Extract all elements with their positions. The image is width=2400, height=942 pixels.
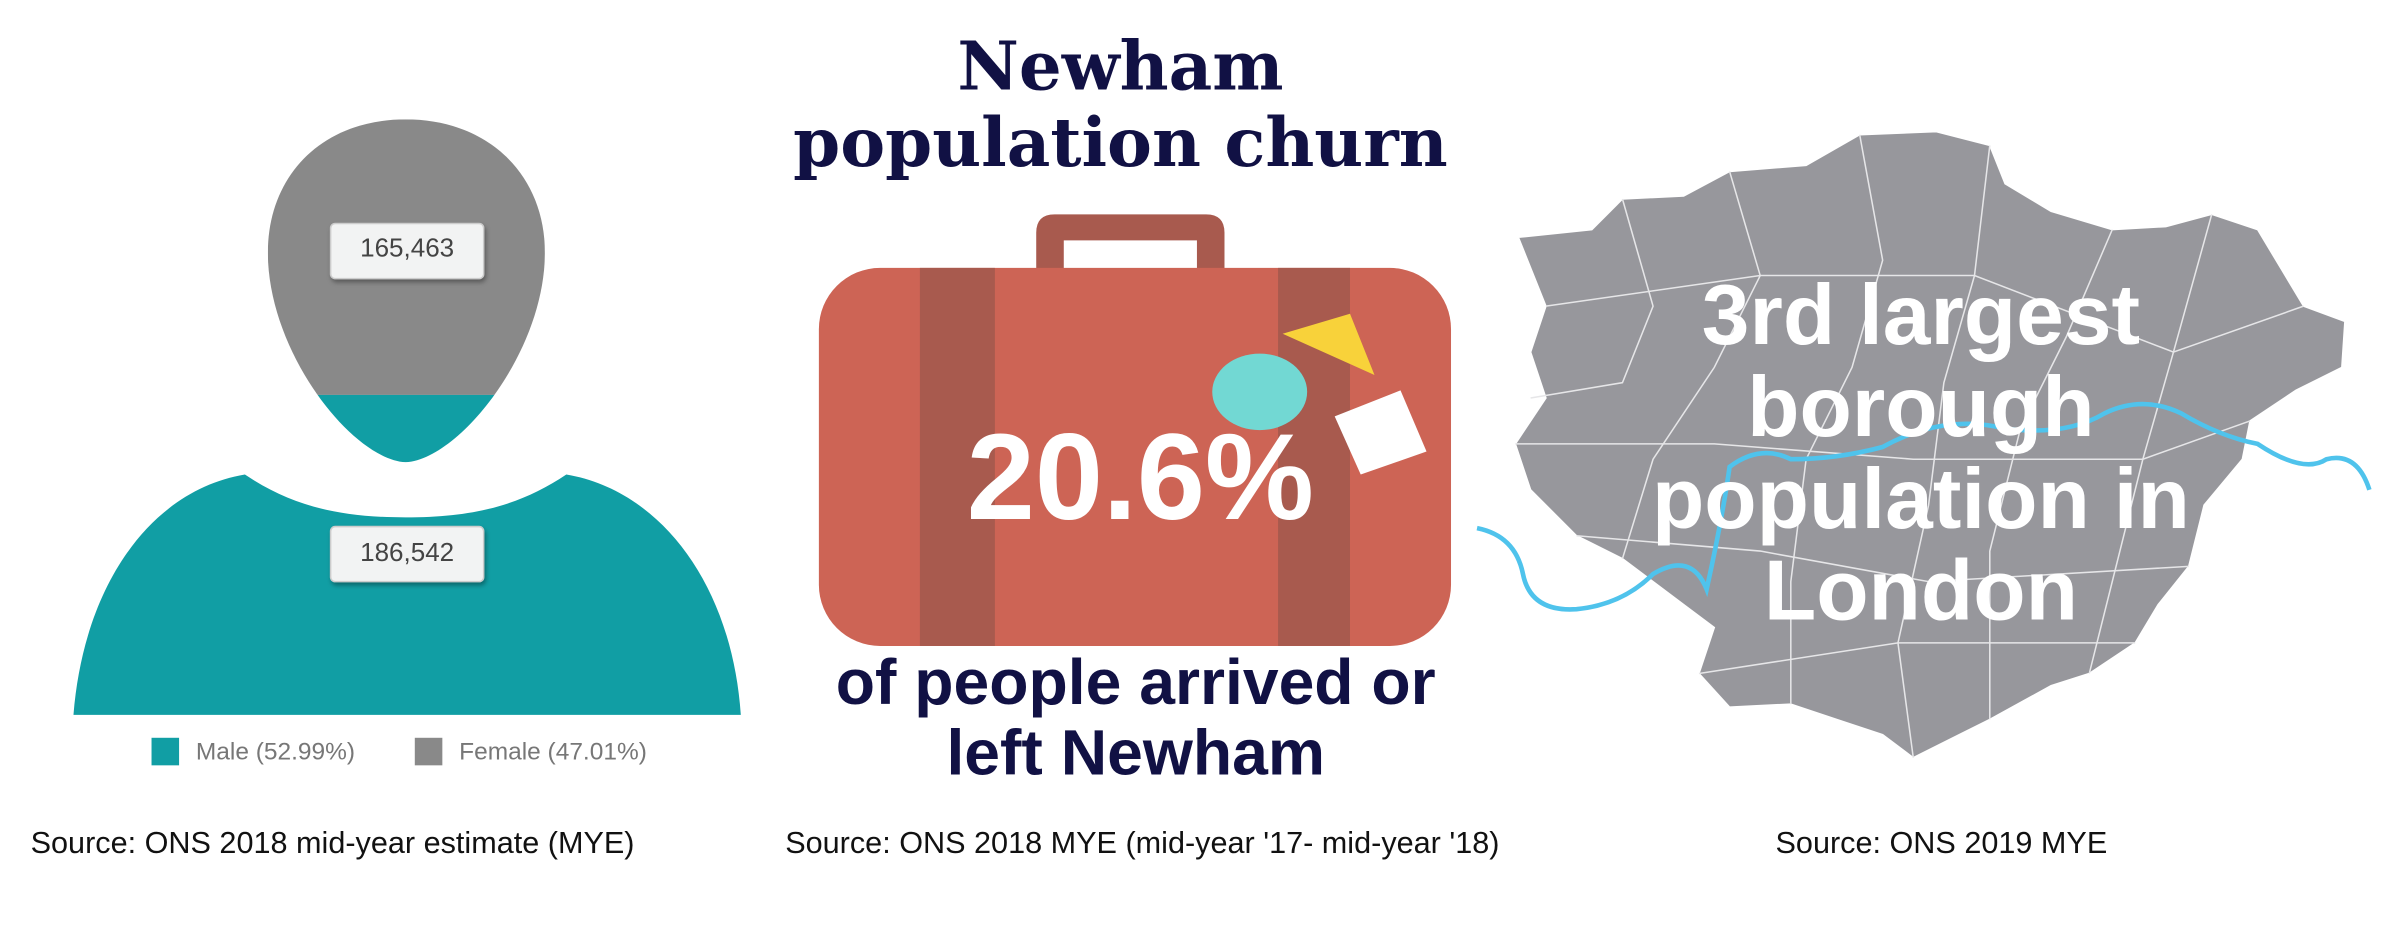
legend-label: Female (47.01%) [459, 739, 647, 766]
caption: left Newham [946, 717, 1325, 789]
map-text: borough [1747, 359, 2094, 455]
source: Source: ONS 2018 MYE (mid-year '17- mid-… [785, 826, 1499, 860]
source: Source: ONS 2019 MYE [1776, 826, 2108, 860]
strap [919, 267, 995, 646]
title: population churn [793, 103, 1448, 182]
caption: of people arrived or [836, 646, 1436, 718]
sticker [1212, 353, 1308, 431]
handle [1036, 214, 1225, 273]
label-box [329, 222, 485, 280]
person-figure: 165,463 186,542 Male (52.99%) Female (47… [31, 119, 741, 860]
river-thames [1476, 401, 2372, 612]
head-male [267, 394, 545, 463]
sticker [1334, 390, 1427, 475]
male-count: 186,542 [360, 537, 454, 567]
body [73, 474, 741, 715]
sticker [1282, 313, 1375, 376]
source: Source: ONS 2018 mid-year estimate (MYE) [31, 826, 635, 860]
legend-swatch [414, 737, 443, 766]
map-text: population in [1652, 451, 2190, 547]
map-panel: 3rd largest borough population in London… [1476, 130, 2372, 860]
female-count: 165,463 [360, 232, 454, 262]
churn-panel: Newham population churn 20.6% of people … [785, 26, 1499, 860]
headline-figure: 20.6% [967, 408, 1314, 545]
title: Newham [957, 26, 1283, 105]
map-text: London [1764, 543, 2078, 639]
legend-swatch [151, 737, 180, 766]
legend-label: Male (52.99%) [196, 739, 355, 766]
label-box [329, 525, 485, 583]
map-text: 3rd largest [1702, 267, 2140, 363]
